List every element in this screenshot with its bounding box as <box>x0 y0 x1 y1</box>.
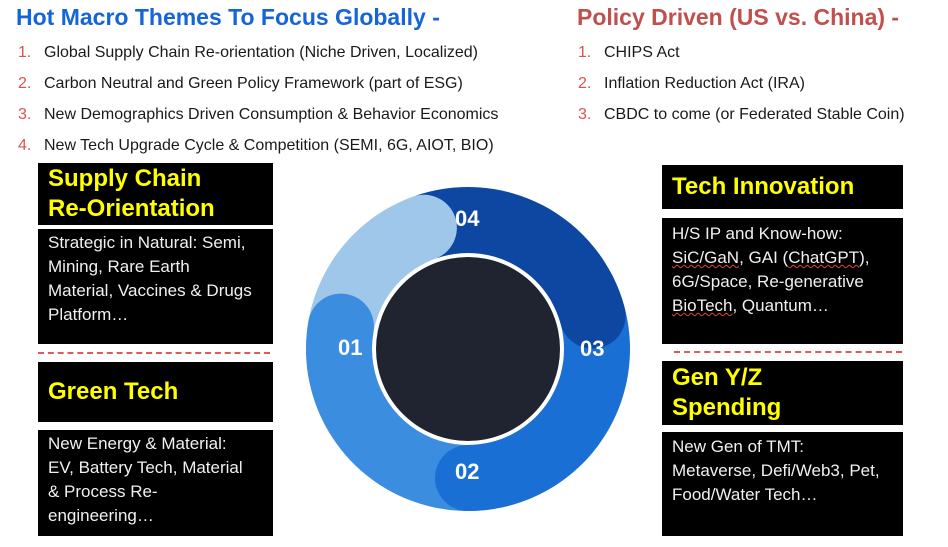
green-tech-line: EV, Battery Tech, Material <box>48 458 243 477</box>
cycle-ring-diagram: 01 02 03 04 <box>306 187 630 511</box>
supply-chain-title-line2: Re-Orientation <box>48 195 215 222</box>
list-item: 1. Global Supply Chain Re-orientation (Ni… <box>18 37 498 68</box>
gen-yz-title: Gen Y/Z Spending <box>662 361 903 425</box>
gen-yz-title-line2: Spending <box>672 394 782 421</box>
supply-chain-title: Supply Chain Re-Orientation <box>38 163 273 225</box>
text-fragment: ), <box>859 248 870 267</box>
gen-yz-line: Metaverse, Defi/Web3, Pet, <box>672 461 880 480</box>
spellcheck-word: BioTech <box>672 296 733 315</box>
supply-chain-body: Strategic in Natural: Semi, Mining, Rare… <box>38 229 273 344</box>
list-number: 1. <box>578 44 592 61</box>
green-tech-title: Green Tech <box>38 362 273 422</box>
green-tech-body: New Energy & Material: EV, Battery Tech,… <box>38 430 273 536</box>
text-fragment: , GAI ( <box>739 248 789 267</box>
list-text: Global Supply Chain Re-orientation (Nich… <box>44 44 478 61</box>
list-item: 3. New Demographics Driven Consumption & … <box>18 99 498 130</box>
ring-segment-04 <box>412 187 626 349</box>
tech-innovation-line: SiC/GaN, GAI (ChatGPT), <box>672 246 893 270</box>
supply-chain-line: Mining, Rare Earth <box>48 257 190 276</box>
left-title: Hot Macro Themes To Focus Globally - <box>16 4 440 30</box>
gen-yz-body: New Gen of TMT: Metaverse, Defi/Web3, Pe… <box>662 432 903 536</box>
list-text: New Demographics Driven Consumption & Be… <box>44 106 499 123</box>
green-tech-line: & Process Re-engineering… <box>48 482 158 525</box>
supply-chain-line: Platform… <box>48 305 129 324</box>
tech-innovation-body: H/S IP and Know-how: SiC/GaN, GAI (ChatG… <box>662 218 903 344</box>
list-text: Carbon Neutral and Green Policy Framewor… <box>44 75 463 92</box>
supply-chain-title-line1: Supply Chain <box>48 165 202 192</box>
list-item: 4. New Tech Upgrade Cycle & Competition (… <box>18 130 498 161</box>
tech-innovation-line: BioTech, Quantum… <box>672 294 893 318</box>
list-item: 2. Inflation Reduction Act (IRA) <box>578 68 905 99</box>
spellcheck-word: SiC/GaN <box>672 248 740 267</box>
list-number: 1. <box>18 44 32 61</box>
list-text: Inflation Reduction Act (IRA) <box>604 75 805 92</box>
macro-themes-list: 1. Global Supply Chain Re-orientation (Ni… <box>18 37 498 161</box>
list-text: CHIPS Act <box>604 44 680 61</box>
list-number: 3. <box>18 106 32 123</box>
list-item: 1. CHIPS Act <box>578 37 905 68</box>
ring-label-03: 03 <box>580 336 604 361</box>
list-item: 3. CBDC to come (or Federated Stable Coin… <box>578 99 905 130</box>
gen-yz-line: New Gen of TMT: <box>672 437 804 456</box>
list-number: 2. <box>578 75 592 92</box>
ring-label-04: 04 <box>455 206 480 231</box>
dashed-divider-left <box>38 352 270 354</box>
right-title: Policy Driven (US vs. China) - <box>577 4 900 30</box>
ring-label-01: 01 <box>338 335 362 360</box>
list-item: 2. Carbon Neutral and Green Policy Framew… <box>18 68 498 99</box>
ring-center <box>376 257 560 441</box>
supply-chain-line: Material, Vaccines & Drugs <box>48 281 252 300</box>
tech-innovation-title: Tech Innovation <box>662 165 903 209</box>
list-number: 4. <box>18 137 32 154</box>
tech-innovation-line: H/S IP and Know-how: <box>672 224 843 243</box>
supply-chain-line: Strategic in Natural: Semi, <box>48 233 246 252</box>
list-text: CBDC to come (or Federated Stable Coin) <box>604 106 905 123</box>
tech-innovation-line: 6G/Space, Re-generative <box>672 272 864 291</box>
gen-yz-line: Food/Water Tech… <box>672 485 818 504</box>
ring-label-02: 02 <box>455 459 479 484</box>
spellcheck-word: ChatGPT <box>788 248 860 267</box>
text-fragment: , Quantum… <box>732 296 829 315</box>
list-number: 2. <box>18 75 32 92</box>
dashed-divider-right <box>674 351 902 353</box>
list-number: 3. <box>578 106 592 123</box>
list-text: New Tech Upgrade Cycle & Competition (SE… <box>44 137 494 154</box>
green-tech-line: New Energy & Material: <box>48 434 227 453</box>
gen-yz-title-line1: Gen Y/Z <box>672 364 763 391</box>
policy-list: 1. CHIPS Act 2. Inflation Reduction Act (I… <box>578 37 905 130</box>
